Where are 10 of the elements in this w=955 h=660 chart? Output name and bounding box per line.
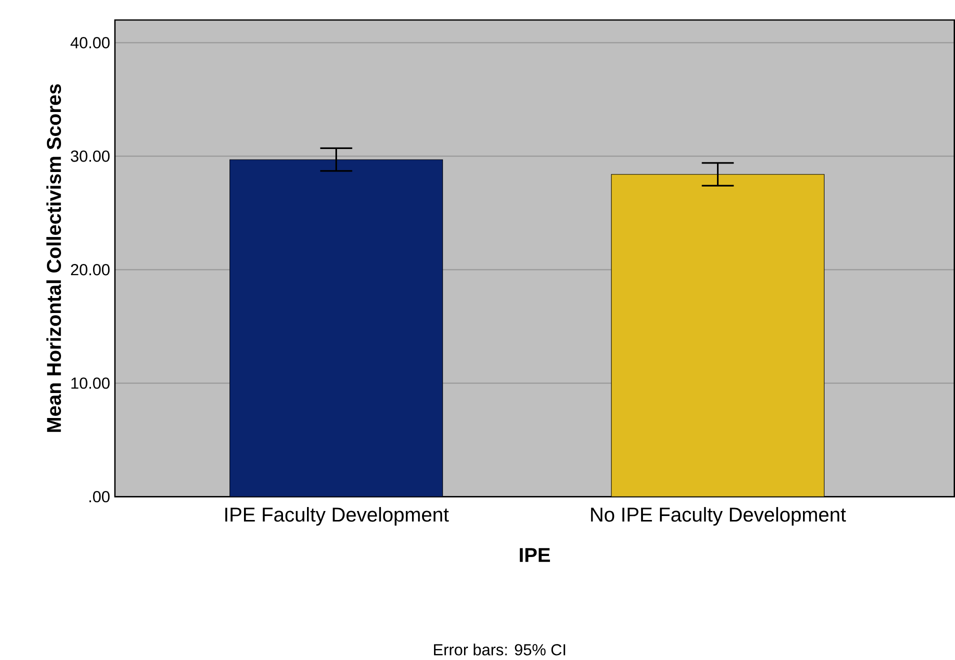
x-axis-title: IPE (520, 548, 550, 562)
y-tick-label: 40.00 (70, 37, 110, 48)
y-tick-label: 30.00 (70, 150, 110, 162)
y-axis-title: Mean Horizontal Collectivism Scores (46, 84, 62, 432)
text: Error bars: 95% CI (434, 644, 566, 656)
x-tick-label: IPE Faculty Development (225, 507, 449, 526)
y-tick-label: .00 (89, 491, 110, 502)
x-tick-label: No IPE Faculty Development (591, 507, 846, 526)
y-tick-label: 20.00 (70, 264, 110, 276)
y-tick-label: 10.00 (71, 378, 110, 389)
